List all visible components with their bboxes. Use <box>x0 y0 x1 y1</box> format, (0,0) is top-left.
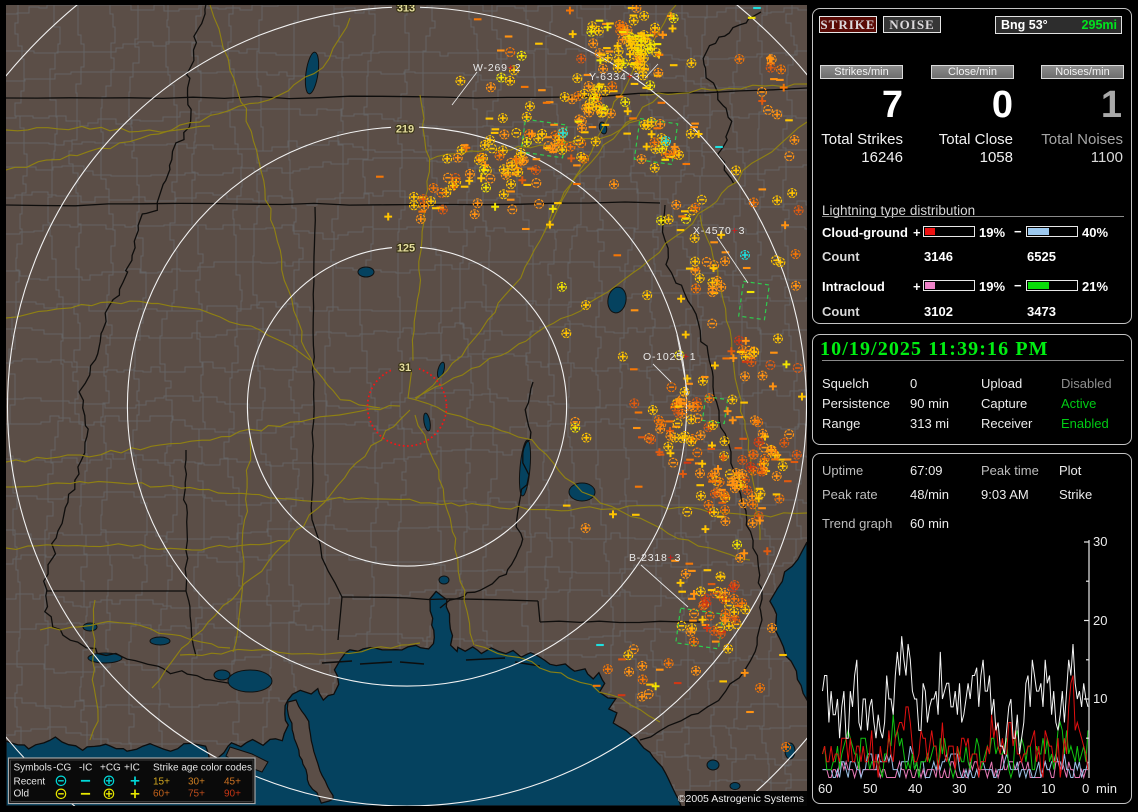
svg-text:20: 20 <box>997 781 1011 796</box>
svg-text:10: 10 <box>1093 691 1107 706</box>
svg-text:Y-6334+3: Y-6334+3 <box>589 71 640 83</box>
svg-text:Strike age color codes: Strike age color codes <box>153 763 252 774</box>
svg-text:-CG: -CG <box>53 763 72 774</box>
svg-text:15+: 15+ <box>153 777 170 788</box>
svg-text:0: 0 <box>1082 781 1089 796</box>
svg-text:W-269+2: W-269+2 <box>473 62 521 74</box>
svg-text:X-4570+3: X-4570+3 <box>693 225 745 237</box>
svg-text:Symbols: Symbols <box>14 763 52 774</box>
svg-text:40: 40 <box>908 781 922 796</box>
svg-text:30: 30 <box>1093 534 1107 549</box>
svg-text:Recent: Recent <box>14 777 46 788</box>
svg-text:©2005 Astrogenic Systems: ©2005 Astrogenic Systems <box>678 793 804 805</box>
svg-text:30+: 30+ <box>188 777 205 788</box>
svg-text:90+: 90+ <box>224 789 241 800</box>
svg-text:min: min <box>1096 781 1117 796</box>
svg-text:Old: Old <box>14 789 30 800</box>
svg-text:-IC: -IC <box>79 763 92 774</box>
svg-text:313: 313 <box>397 5 415 15</box>
svg-text:45+: 45+ <box>224 777 241 788</box>
svg-text:219: 219 <box>396 124 414 136</box>
svg-text:+IC: +IC <box>124 763 140 774</box>
svg-text:10: 10 <box>1041 781 1055 796</box>
svg-text:60+: 60+ <box>153 789 170 800</box>
svg-text:30: 30 <box>952 781 966 796</box>
svg-text:75+: 75+ <box>188 789 205 800</box>
svg-text:125: 125 <box>397 243 415 255</box>
svg-text:31: 31 <box>399 362 411 374</box>
svg-text:50: 50 <box>863 781 877 796</box>
svg-text:20: 20 <box>1093 613 1107 628</box>
svg-text:+CG: +CG <box>100 763 121 774</box>
svg-text:B-2318+3: B-2318+3 <box>629 552 681 564</box>
svg-text:60: 60 <box>818 781 832 796</box>
svg-text:O-1025+1: O-1025+1 <box>643 351 696 363</box>
